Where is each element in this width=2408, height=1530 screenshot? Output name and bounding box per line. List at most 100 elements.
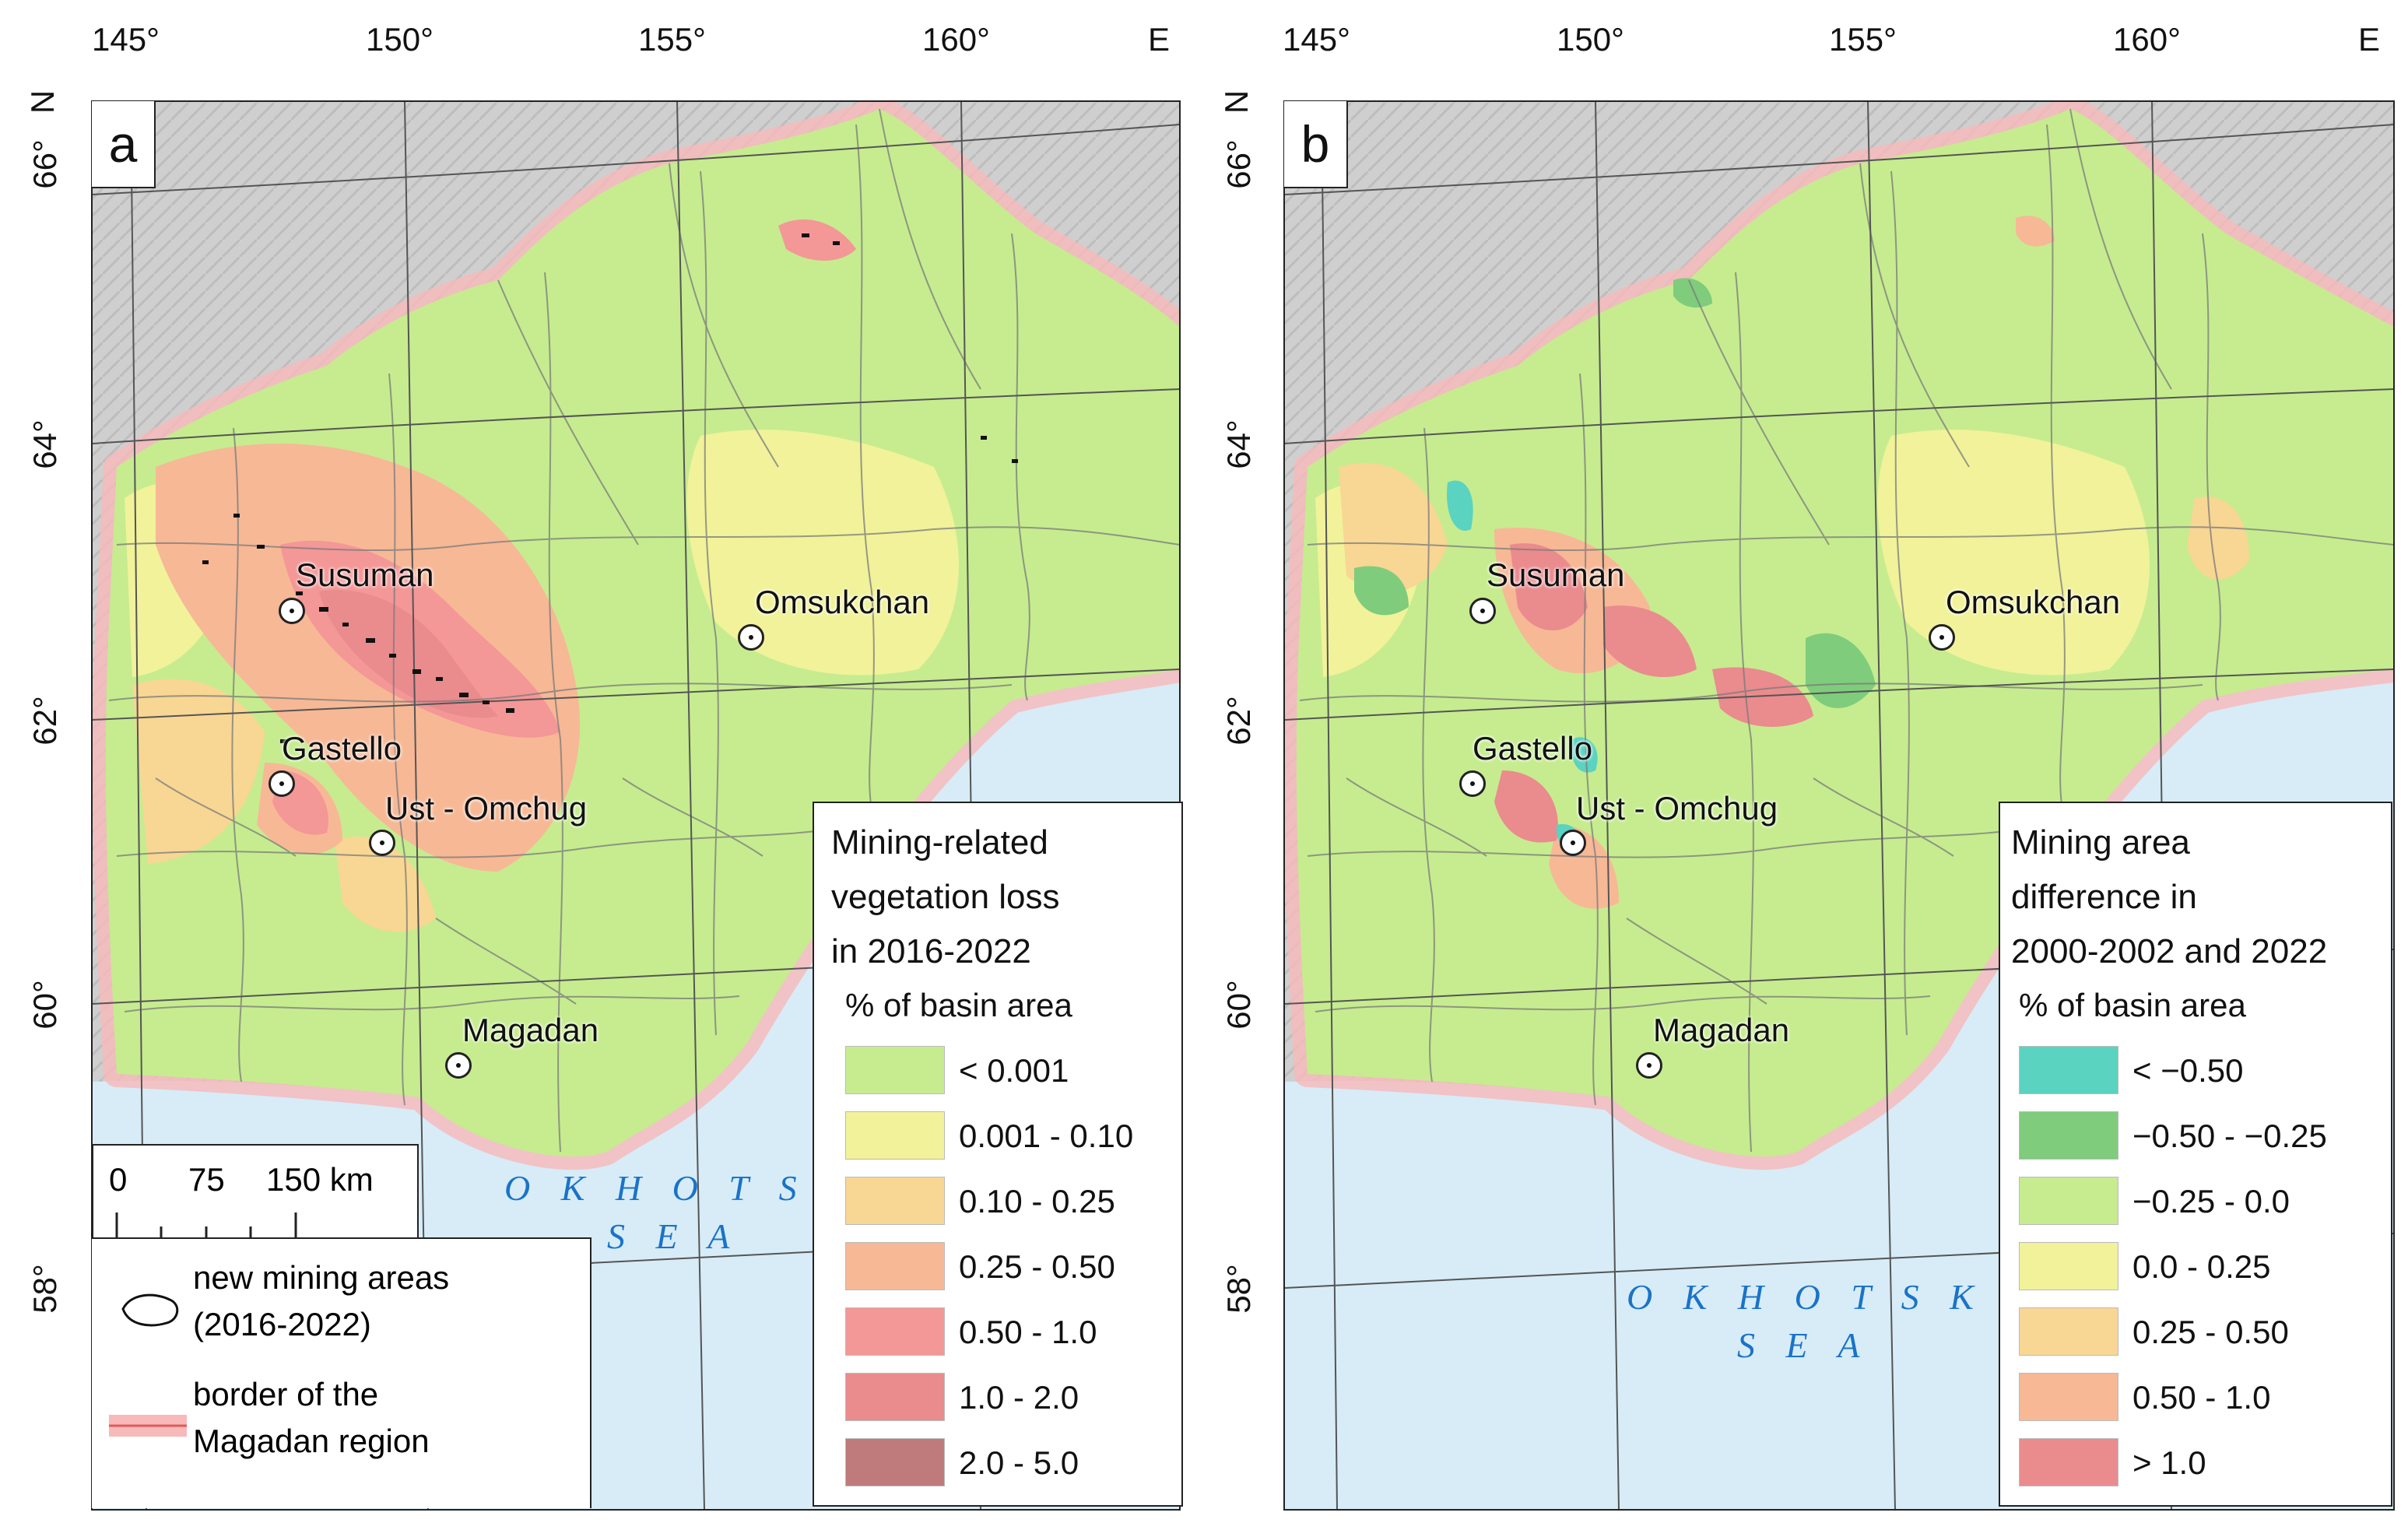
legend-label: 0.0 - 0.25 [2132,1248,2271,1285]
city-label: Omsukchan [755,584,930,620]
basin-class-minus-0.50-minus-0.25 [1806,633,1876,708]
region-border-icon [109,1415,187,1437]
legend: Mining area difference in 2000-2002 and … [1999,802,2392,1507]
lat-label: 62° [1220,696,1257,746]
lon-label: E [1148,21,1171,58]
legend-label: 1.0 - 2.0 [959,1379,1079,1416]
city-label: Ust - Omchug [385,790,588,826]
panel-letter: b [1284,101,1348,188]
scale-tick-label: 0 [109,1161,128,1198]
legend-label: 0.25 - 0.50 [959,1248,1115,1285]
basin-class-minus-0.50-minus-0.25 [1354,566,1409,616]
lat-label: 66° [1220,139,1257,189]
basin-class-0.001-0.10 [686,430,960,676]
map-panel-b: 145° 150° 155° 160° E 66° N 64° 62° 60° … [1214,0,2397,1530]
symbol-legend-box: new mining areas (2016-2022) border of t… [92,1237,591,1508]
lon-label: 145° [92,21,160,58]
scale-tick-label: 150 km [266,1161,374,1198]
legend-swatch [845,1046,945,1094]
sea-label: S E A [607,1216,741,1256]
city-marker [369,830,395,856]
legend-title: Mining area [2011,823,2190,862]
city-label: Magadan [462,1012,599,1048]
lat-label: 60° [1220,980,1257,1030]
legend-label: 0.001 - 0.10 [959,1118,1134,1154]
lon-label: E [2358,21,2381,58]
lat-label: 62° [26,696,63,746]
legend-title: vegetation loss [831,878,1060,916]
basin-class-gt-1.0 [1510,543,1588,630]
city-marker [738,624,764,651]
basin-class-1.0-2.0 [319,590,498,718]
legend-label: > 1.0 [2132,1444,2206,1481]
legend-swatch [2019,1242,2118,1290]
legend-label: new mining areas [193,1259,450,1296]
lon-label: 160° [922,21,990,58]
legend-swatch [2019,1438,2118,1486]
lat-label: 66° [26,139,63,189]
legend-swatch [2019,1177,2118,1225]
basin-class-gt-1.0 [1494,770,1558,843]
lat-label: 64° [26,419,63,469]
lat-label: 58° [26,1264,63,1314]
sea-label: S E A [1737,1325,1871,1365]
legend-label: < 0.001 [959,1052,1069,1089]
city-marker [1929,624,1955,651]
city-marker [279,598,305,624]
legend-subtitle: % of basin area [845,987,1072,1023]
legend-swatch [2019,1111,2118,1160]
basin-class-0.50-1.0 [2016,216,2055,247]
lat-label: N [24,89,61,114]
basin-class-gt-1.0 [1603,605,1697,677]
city-marker [1469,598,1496,624]
basin-class-0.50-1.0 [778,219,856,261]
city-label: Gastello [1473,730,1593,767]
legend-title: 2000-2002 and 2022 [2011,932,2328,970]
sea-label: O K H O T S K [504,1168,862,1208]
scale-tick-label: 75 [188,1161,225,1198]
legend-label: 2.0 - 5.0 [959,1444,1079,1481]
legend-title: in 2016-2022 [831,932,1031,970]
legend-label: 0.50 - 1.0 [2132,1379,2271,1416]
legend-swatch [845,1438,945,1486]
legend: Mining-related vegetation loss in 2016-2… [813,802,1183,1507]
legend-swatch [2019,1373,2118,1421]
legend-label: Magadan region [193,1423,430,1459]
legend-swatch [2019,1307,2118,1356]
lat-label: 64° [1220,419,1257,469]
sea-label: O K H O T S K [1627,1277,1985,1317]
basin-class-minus-0.50-minus-0.25 [1673,278,1712,308]
legend-label: (2016-2022) [193,1306,371,1342]
city-label: Gastello [282,730,402,767]
city-label: Susuman [1487,556,1625,593]
basin-class-lt-minus-0.50 [1447,480,1473,531]
legend-swatch [2019,1046,2118,1094]
new-mining-areas [202,233,1018,743]
legend-swatch [845,1177,945,1225]
lon-label: 150° [1557,21,1624,58]
lon-label: 155° [1829,21,1897,58]
city-label: Susuman [296,556,434,593]
city-label: Omsukchan [1946,584,2121,620]
city-marker [445,1052,472,1079]
legend-title: difference in [2011,878,2197,916]
legend-label: border of the [193,1376,379,1412]
lon-label: 150° [366,21,434,58]
basin-class-gt-1.0 [1712,667,1813,727]
legend-label: −0.50 - −0.25 [2132,1118,2327,1154]
mining-area-outline-icon [121,1293,179,1327]
basin-class-0.10-0.25 [132,679,265,864]
city-label: Magadan [1653,1012,1790,1048]
panel-letter: a [92,101,156,188]
legend-swatch [845,1307,945,1356]
basin-boundaries [1299,108,2394,1153]
lon-label: 160° [2113,21,2181,58]
basin-class-lt-minus-0.50 [1571,737,1598,773]
basin-boundaries [108,108,1180,1153]
legend-swatch [845,1373,945,1421]
city-marker [269,770,295,797]
basin-class-0.0-0.25 [1877,430,2150,676]
legend-subtitle: % of basin area [2019,987,2246,1023]
city-label: Ust - Omchug [1576,790,1778,826]
basin-class-0.25-0.50 [2187,497,2249,580]
